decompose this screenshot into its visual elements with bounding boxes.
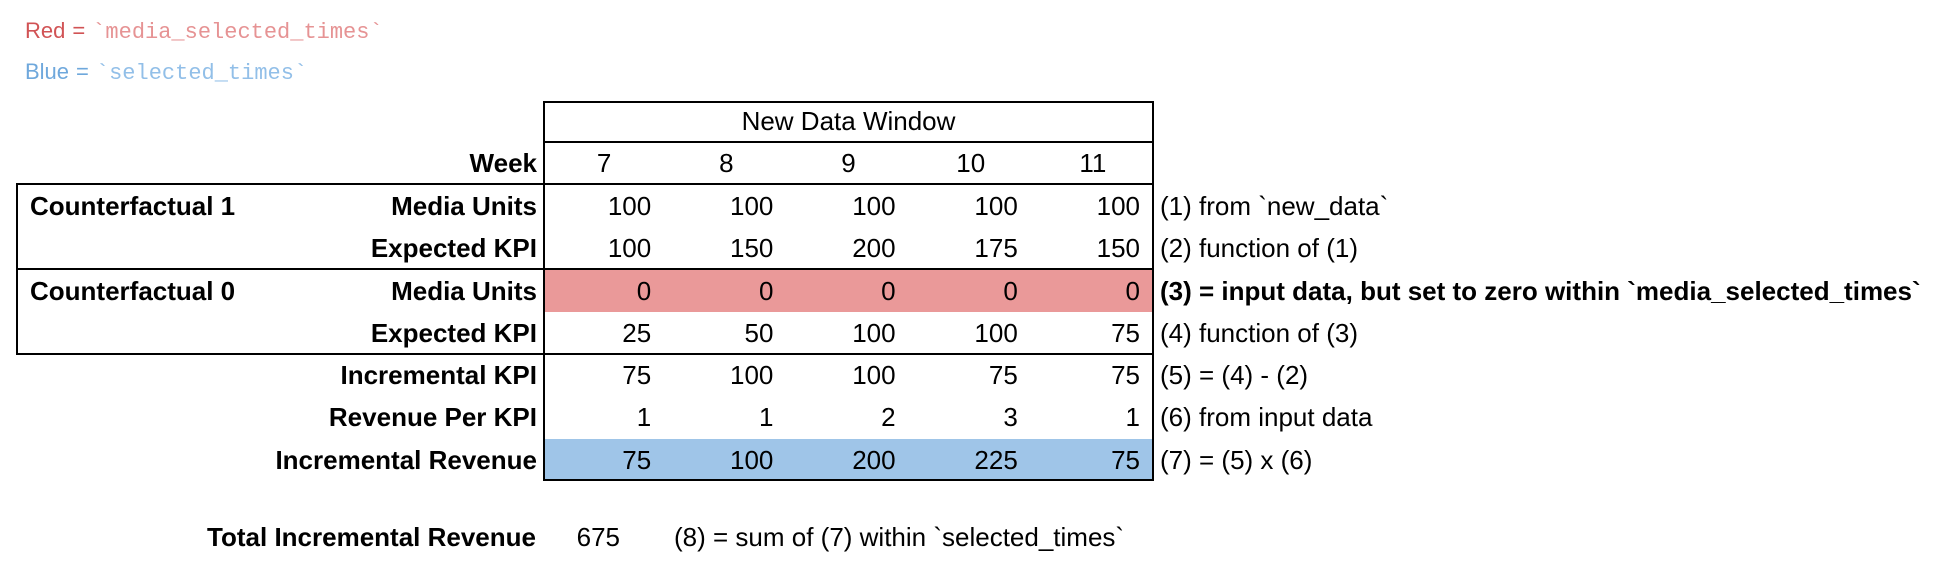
data-cell: 1 xyxy=(1125,402,1141,433)
row-cells: 25 50 100 100 75 xyxy=(543,312,1154,354)
data-cell: 75 xyxy=(1111,317,1141,348)
row-note: (4) function of (3) xyxy=(1160,317,1358,348)
week-cell: 7 xyxy=(596,148,612,178)
legend-red-label: Red xyxy=(25,18,66,43)
rule-below-counterfactual-0 xyxy=(16,353,1154,355)
legend-blue-code: `selected_times` xyxy=(95,61,308,86)
data-cell: 225 xyxy=(974,444,1018,475)
row-label: Revenue Per KPI xyxy=(328,402,537,433)
data-cell: 2 xyxy=(881,402,896,433)
data-cell: 75 xyxy=(1111,360,1141,391)
data-cell: 100 xyxy=(852,317,896,348)
row-label: Incremental KPI xyxy=(340,360,537,391)
data-cell: 0 xyxy=(636,275,652,306)
table-row: Incremental KPI 75 100 100 75 75 (5) = (4) -… xyxy=(0,354,1960,396)
week-cell: 8 xyxy=(719,148,734,178)
row-cells: 75 100 200 225 75 xyxy=(543,438,1154,481)
legend-red-code: `media_selected_times` xyxy=(92,20,383,45)
row-cells: 1 1 2 3 1 xyxy=(543,396,1154,438)
data-cell: 100 xyxy=(607,233,652,264)
row-cells: 100 150 200 175 150 xyxy=(543,227,1154,269)
data-cell: 75 xyxy=(988,360,1018,391)
total-label: Total Incremental Revenue xyxy=(207,522,536,552)
row-label: Media Units xyxy=(391,275,537,306)
week-cells: 7 8 9 10 11 xyxy=(543,143,1154,183)
total-row: Total Incremental Revenue 675 (8) = sum … xyxy=(0,516,1960,558)
row-note: (5) = (4) - (2) xyxy=(1160,360,1309,391)
table-header-new-data-window: New Data Window xyxy=(741,106,956,136)
week-cell: 10 xyxy=(956,148,986,178)
rule-under-header xyxy=(543,141,1154,143)
row-note: (7) = (5) x (6) xyxy=(1160,444,1313,475)
row-group-label: Counterfactual 0 xyxy=(30,275,236,306)
row-cells: 100 100 100 100 100 xyxy=(543,185,1154,227)
data-cell: 0 xyxy=(1125,275,1141,306)
legend-blue-line: Blue = `selected_times` xyxy=(25,55,307,89)
row-note: (3) = input data, but set to zero within… xyxy=(1160,275,1921,306)
table-row: Counterfactual 0 Media Units 0 0 0 0 0 (3) =… xyxy=(0,269,1960,312)
total-value: 675 xyxy=(576,522,620,552)
data-cell: 100 xyxy=(730,444,774,475)
legend-blue-label: Blue xyxy=(25,59,70,84)
data-cell: 100 xyxy=(607,191,652,221)
row-label: Media Units xyxy=(391,191,537,221)
total-note: (8) = sum of (7) within `selected_times` xyxy=(674,522,1125,552)
data-cell: 200 xyxy=(852,444,896,475)
data-cell: 100 xyxy=(1096,191,1141,221)
data-cell: 100 xyxy=(730,191,774,221)
data-cell: 150 xyxy=(730,233,774,264)
data-cell: 1 xyxy=(758,402,774,433)
row-note: (6) from input data xyxy=(1160,402,1373,433)
data-cell: 100 xyxy=(974,317,1018,348)
data-cell: 175 xyxy=(974,233,1018,264)
left-box-border xyxy=(16,183,18,355)
table-row: Expected KPI 100 150 200 175 150 (2) functio… xyxy=(0,227,1960,269)
data-cell: 1 xyxy=(636,402,652,433)
data-cell: 150 xyxy=(1096,233,1141,264)
data-cell: 100 xyxy=(852,360,896,391)
table-row: Counterfactual 1 Media Units 100 100 100 10… xyxy=(0,185,1960,227)
data-cell: 50 xyxy=(744,317,774,348)
data-cell: 100 xyxy=(974,191,1018,221)
data-cell: 75 xyxy=(622,360,652,391)
week-cell: 9 xyxy=(841,148,856,178)
row-label: Expected KPI xyxy=(370,233,537,264)
row-label: Incremental Revenue xyxy=(275,444,537,475)
rule-between-counterfactuals xyxy=(16,268,1154,270)
legend-red-line: Red = `media_selected_times` xyxy=(25,14,383,48)
row-cells: 0 0 0 0 0 xyxy=(543,269,1154,312)
data-cell: 100 xyxy=(852,191,896,221)
rule-under-week-row xyxy=(16,183,1154,185)
week-cell: 11 xyxy=(1079,148,1107,178)
row-group-label: Counterfactual 1 xyxy=(30,191,236,221)
row-label: Expected KPI xyxy=(370,317,537,348)
week-row-label: Week xyxy=(469,148,537,178)
legend-red-equals: = xyxy=(72,18,86,43)
data-cell: 75 xyxy=(622,444,652,475)
row-note: (2) function of (1) xyxy=(1160,233,1358,264)
data-cell: 75 xyxy=(1111,444,1141,475)
data-cell: 3 xyxy=(1003,402,1018,433)
data-cell: 0 xyxy=(758,275,774,306)
legend-blue-equals: = xyxy=(76,59,89,84)
row-cells: 75 100 100 75 75 xyxy=(543,354,1154,396)
data-cell: 200 xyxy=(852,233,896,264)
data-cell: 25 xyxy=(622,317,652,348)
data-cell: 100 xyxy=(730,360,774,391)
data-cell: 0 xyxy=(1003,275,1018,306)
data-cell: 0 xyxy=(881,275,896,306)
row-note: (1) from `new_data` xyxy=(1160,191,1389,221)
table-row: Incremental Revenue 75 100 200 225 75 (7) = … xyxy=(0,438,1960,481)
table-row: Expected KPI 25 50 100 100 75 (4) function o… xyxy=(0,312,1960,354)
table-row: Revenue Per KPI 1 1 2 3 1 (6) from input dat… xyxy=(0,396,1960,438)
